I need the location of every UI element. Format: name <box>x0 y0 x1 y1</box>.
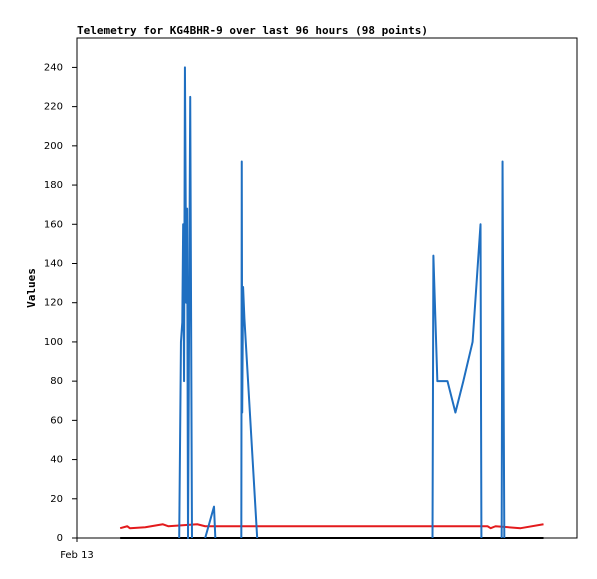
y-tick-label: 200 <box>44 141 63 152</box>
x-tick-label: Feb 13 <box>60 550 94 561</box>
y-tick-label: 160 <box>44 219 63 230</box>
y-tick-label: 140 <box>44 258 63 269</box>
y-tick-label: 20 <box>50 494 63 505</box>
chart-title: Telemetry for KG4BHR-9 over last 96 hour… <box>77 24 428 37</box>
y-tick-label: 100 <box>44 337 63 348</box>
y-tick-label: 220 <box>44 102 63 113</box>
y-axis-label: Values <box>25 268 38 308</box>
y-tick-label: 0 <box>57 533 63 544</box>
y-tick-label: 80 <box>50 376 63 387</box>
y-tick-label: 60 <box>50 415 63 426</box>
series-line <box>119 523 544 530</box>
y-tick-label: 120 <box>44 298 63 309</box>
series-line <box>178 66 506 539</box>
y-tick-label: 180 <box>44 180 63 191</box>
y-tick-label: 40 <box>50 455 63 466</box>
y-tick-label: 240 <box>44 62 63 73</box>
